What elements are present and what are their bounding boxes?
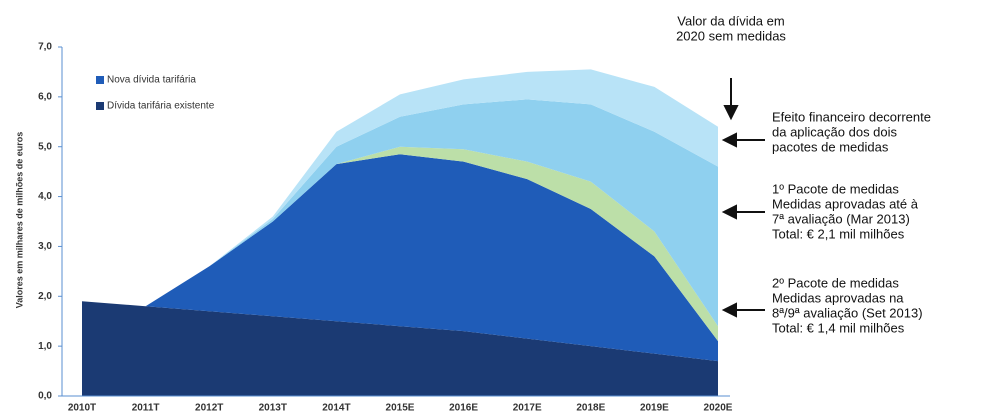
annotation: pacotes de medidas bbox=[772, 139, 889, 154]
y-tick-label: 4,0 bbox=[38, 191, 52, 202]
x-tick-label: 2015E bbox=[386, 403, 415, 414]
x-tick-label: 2013T bbox=[259, 403, 287, 414]
x-tick-label: 2020E bbox=[704, 403, 733, 414]
annotation: 1º Pacote de medidas bbox=[772, 181, 899, 196]
annotation: Total: € 2,1 mil milhões bbox=[772, 226, 905, 241]
annotation: 8ª/9ª avaliação (Set 2013) bbox=[772, 305, 923, 320]
legend-swatch bbox=[96, 102, 104, 110]
legend-label: Nova dívida tarifária bbox=[107, 75, 196, 86]
y-tick-label: 0,0 bbox=[38, 391, 52, 402]
annotation: 2º Pacote de medidas bbox=[772, 275, 899, 290]
x-tick-label: 2014T bbox=[322, 403, 350, 414]
annotation: Valor da dívida em bbox=[677, 13, 784, 28]
x-tick-label: 2016E bbox=[449, 403, 478, 414]
legend-label: Dívida tarifária existente bbox=[107, 101, 215, 112]
area bbox=[82, 99, 718, 327]
y-tick-label: 5,0 bbox=[38, 141, 52, 152]
x-tick-label: 2012T bbox=[195, 403, 223, 414]
annotation: Medidas aprovadas até à bbox=[772, 196, 919, 211]
y-tick-label: 3,0 bbox=[38, 241, 52, 252]
annotation: Efeito financeiro decorrente bbox=[772, 109, 931, 124]
arrows bbox=[721, 78, 765, 318]
annotation: 7ª avaliação (Mar 2013) bbox=[772, 211, 910, 226]
y-tick-label: 7,0 bbox=[38, 42, 52, 53]
x-tick-label: 2019E bbox=[640, 403, 669, 414]
annotation: da aplicação dos dois bbox=[772, 124, 898, 139]
y-axis-label: Valores em milhares de milhões de euros bbox=[14, 132, 24, 309]
y-tick-label: 2,0 bbox=[38, 291, 52, 302]
area bbox=[82, 301, 718, 396]
annotation: Medidas aprovadas na bbox=[772, 290, 904, 305]
x-tick-label: 2010T bbox=[68, 403, 96, 414]
y-tick-label: 1,0 bbox=[38, 341, 52, 352]
legend-swatch bbox=[96, 76, 104, 84]
x-tick-label: 2018E bbox=[576, 403, 605, 414]
x-tick-label: 2017E bbox=[513, 403, 542, 414]
area bbox=[82, 69, 718, 307]
area bbox=[82, 154, 718, 362]
annotation: 2020 sem medidas bbox=[676, 28, 786, 43]
x-tick-label: 2011T bbox=[132, 403, 160, 414]
y-tick-label: 6,0 bbox=[38, 91, 52, 102]
annotation: Total: € 1,4 mil milhões bbox=[772, 320, 905, 335]
